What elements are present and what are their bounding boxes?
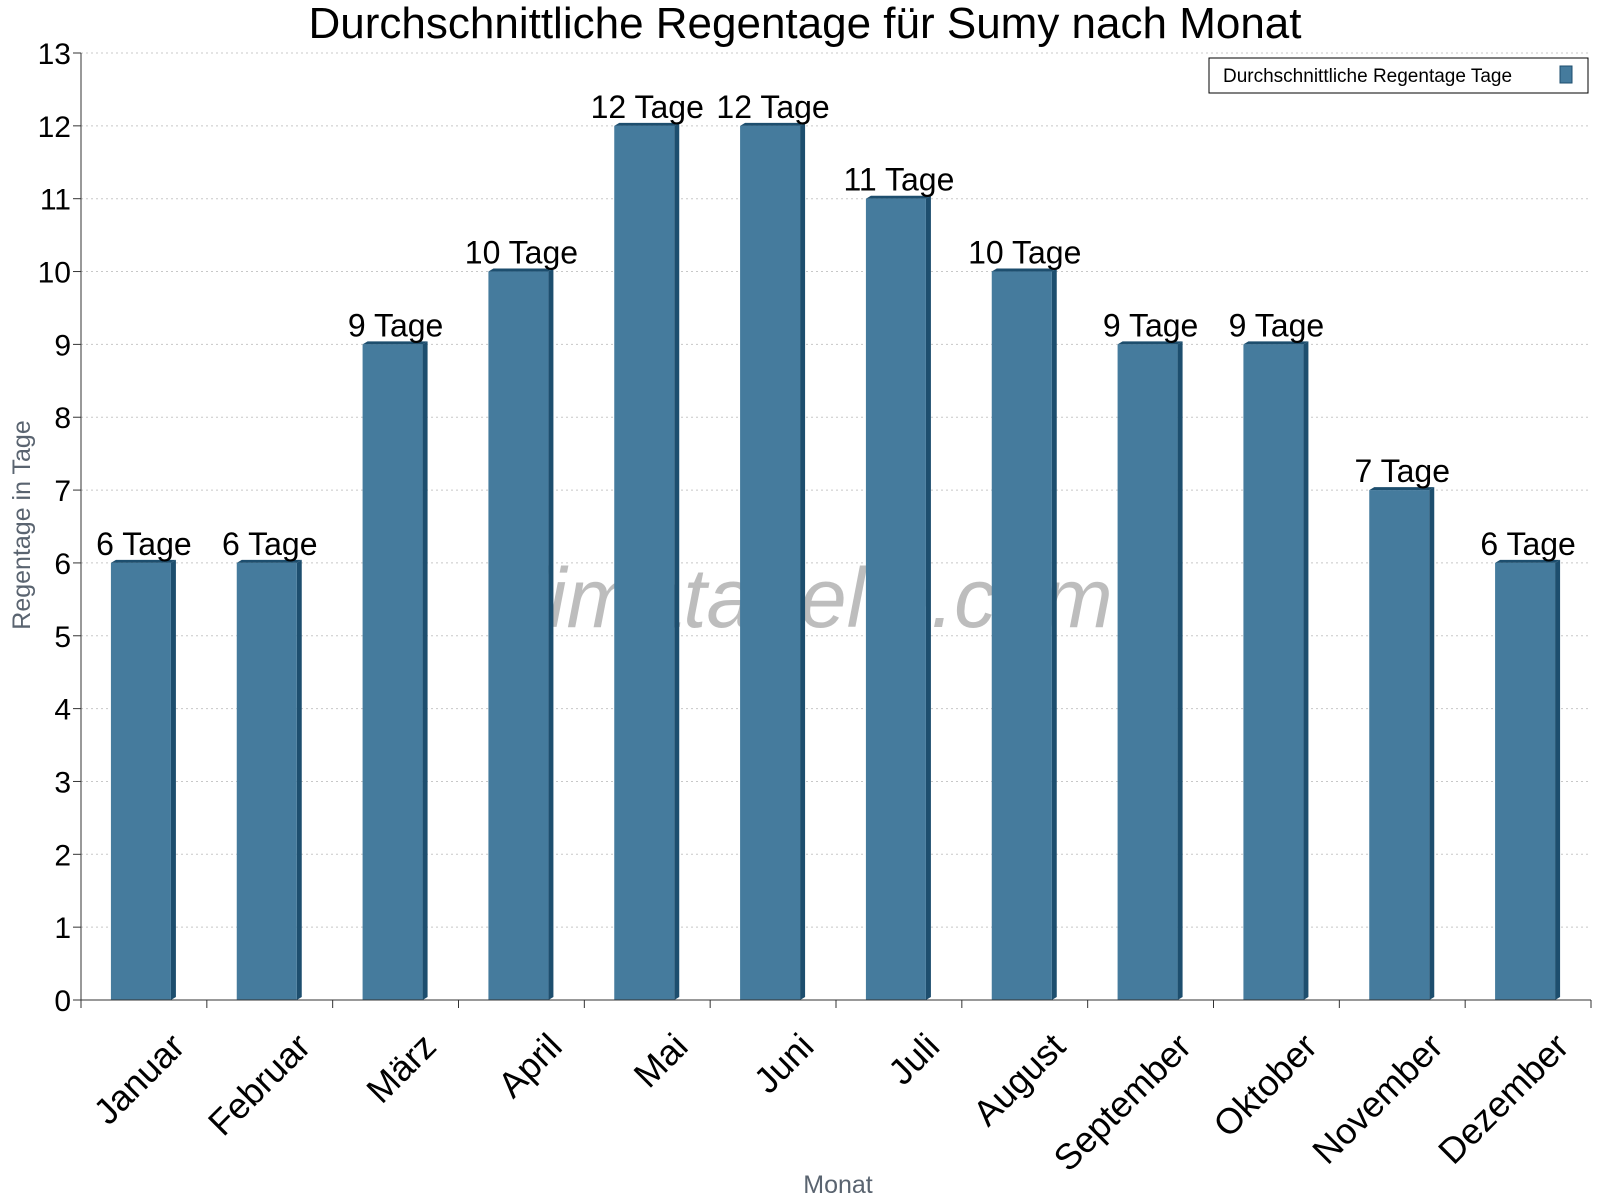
- bar: [362, 341, 428, 1000]
- bar: [740, 122, 806, 1001]
- legend-label: Durchschnittliche Regentage Tage: [1223, 66, 1512, 87]
- bar: [614, 122, 680, 1001]
- bar-front: [740, 125, 801, 1001]
- data-label: 9 Tage: [1229, 307, 1325, 343]
- bar-front: [614, 125, 675, 1001]
- data-label: 7 Tage: [1355, 453, 1451, 489]
- bar-top: [236, 559, 302, 563]
- bar: [1369, 487, 1435, 1001]
- y-tick-label: 4: [54, 694, 71, 727]
- bar-side: [296, 559, 302, 1000]
- bar-front: [110, 562, 171, 1000]
- bar: [110, 559, 176, 1000]
- bar-front: [1117, 344, 1178, 1000]
- y-tick-label: 9: [54, 329, 71, 362]
- data-label: 9 Tage: [348, 307, 444, 343]
- bar-top: [614, 122, 680, 126]
- bar-top: [488, 268, 554, 272]
- bar-side: [674, 122, 680, 1001]
- x-tick-label: Februar: [200, 1025, 318, 1143]
- bar: [1243, 341, 1309, 1000]
- bar-top: [991, 268, 1057, 272]
- x-axis-ticks: Januar Februar März April Mai Juni Juli AugustS…: [80, 1000, 1592, 1179]
- bar-top: [1495, 559, 1561, 563]
- bar-side: [800, 122, 806, 1001]
- x-tick-label: April: [490, 1025, 570, 1105]
- x-tick-label: September: [1045, 1025, 1199, 1179]
- y-tick-label: 11: [40, 184, 71, 217]
- bar: [1495, 559, 1561, 1000]
- bar-top: [1369, 487, 1435, 491]
- data-label: 10 Tage: [465, 235, 578, 271]
- bar-side: [422, 341, 428, 1000]
- x-tick-label: Juni: [746, 1025, 822, 1101]
- bar-side: [1429, 487, 1435, 1001]
- data-label: 10 Tage: [968, 235, 1081, 271]
- x-tick-label: Oktober: [1205, 1025, 1325, 1145]
- x-tick-label: Mai: [626, 1025, 696, 1095]
- bar-side: [925, 195, 931, 1000]
- bar: [1117, 341, 1183, 1000]
- grid-lines: [81, 52, 1591, 928]
- y-tick-label: 5: [54, 621, 71, 654]
- bars: [110, 122, 1561, 1001]
- y-tick-label: 1: [54, 912, 71, 945]
- x-tick-label: Juli: [880, 1025, 947, 1092]
- y-tick-label: 7: [54, 475, 71, 508]
- bar-front: [1369, 490, 1430, 1000]
- y-tick-label: 13: [38, 38, 71, 71]
- data-label: 9 Tage: [1103, 307, 1199, 343]
- legend-box: [1208, 57, 1589, 94]
- x-axis-label: Monat: [803, 1171, 873, 1199]
- bar-front: [865, 198, 926, 1000]
- bar-front: [1243, 344, 1304, 1000]
- bar-top: [865, 195, 931, 199]
- legend: Durchschnittliche Regentage Tage: [1208, 57, 1589, 94]
- data-label: 6 Tage: [1480, 526, 1576, 562]
- data-label: 6 Tage: [96, 526, 192, 562]
- x-tick-label: November: [1304, 1025, 1450, 1171]
- bar-side: [170, 559, 176, 1000]
- x-tick-label: März: [358, 1025, 444, 1111]
- bar-top: [1243, 341, 1309, 345]
- bar-side: [1177, 341, 1183, 1000]
- bar: [991, 268, 1057, 1000]
- data-label: 11 Tage: [843, 162, 954, 198]
- bar-top: [1117, 341, 1183, 345]
- data-label: 12 Tage: [591, 89, 704, 125]
- legend-swatch: [1559, 65, 1573, 84]
- y-axis-label: Regentage in Tage: [8, 420, 36, 629]
- chart-title: Durchschnittliche Regentage für Sumy nac…: [309, 0, 1302, 48]
- bar-side: [1303, 341, 1309, 1000]
- bar-top: [110, 559, 176, 563]
- bar: [865, 195, 931, 1000]
- bar-front: [236, 562, 297, 1000]
- y-tick-label: 2: [54, 839, 71, 872]
- bar-front: [991, 271, 1052, 1000]
- bar-side: [548, 268, 554, 1000]
- bar-top: [362, 341, 428, 345]
- data-label: 12 Tage: [716, 89, 829, 125]
- y-tick-label: 0: [54, 985, 71, 1018]
- data-labels: 6 Tage 6 Tage 9 Tage 10 Tage 12 Tage 12 Tage 1…: [96, 89, 1576, 562]
- bar-front: [488, 271, 549, 1000]
- y-tick-label: 10: [38, 257, 71, 290]
- bar-top: [740, 122, 806, 126]
- x-tick-label: Dezember: [1430, 1025, 1576, 1171]
- bar-front: [1495, 562, 1556, 1000]
- data-label: 6 Tage: [222, 526, 318, 562]
- bar-side: [1051, 268, 1057, 1000]
- x-tick-label: August: [965, 1025, 1073, 1133]
- bar: [236, 559, 302, 1000]
- bar: [488, 268, 554, 1000]
- y-tick-label: 6: [54, 548, 71, 581]
- bar-side: [1555, 559, 1561, 1000]
- y-tick-label: 12: [38, 111, 71, 144]
- x-tick-label: Januar: [85, 1025, 192, 1132]
- y-tick-label: 3: [54, 766, 71, 799]
- bar-front: [362, 344, 423, 1000]
- y-tick-label: 8: [54, 402, 71, 435]
